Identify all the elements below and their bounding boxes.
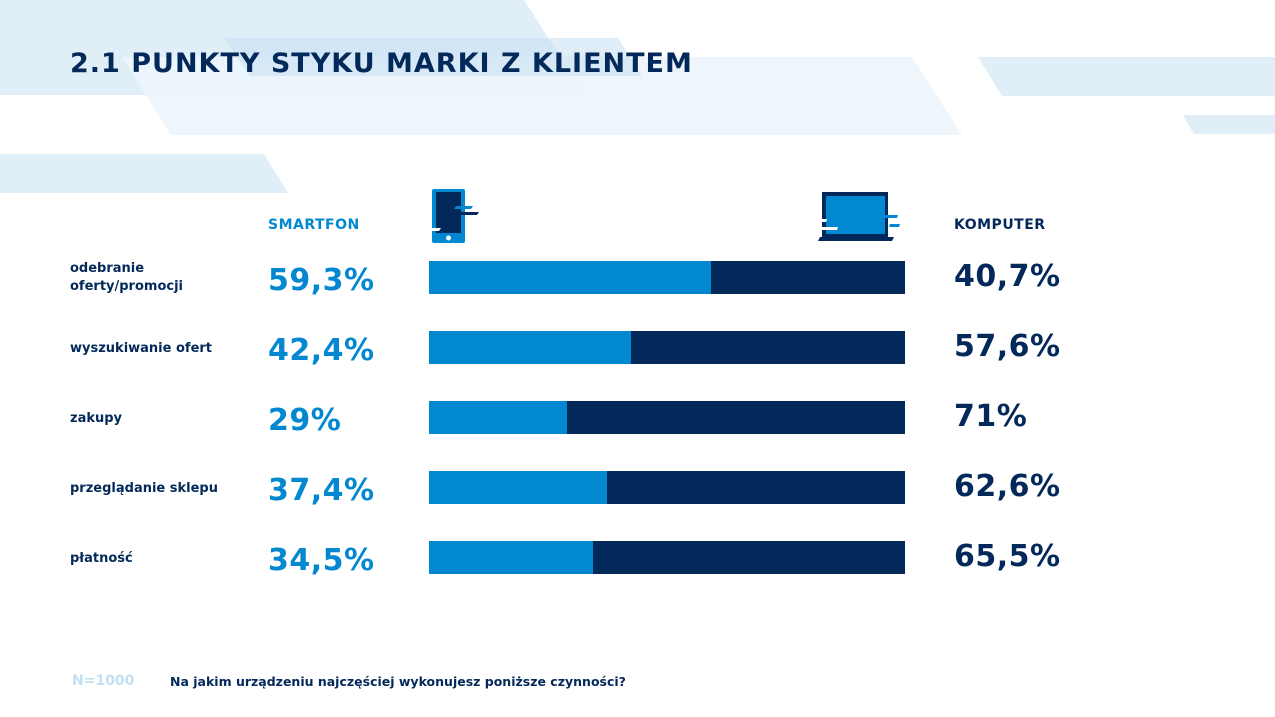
stacked-bar xyxy=(429,471,905,504)
smartphone-bar-segment xyxy=(429,331,631,364)
smartphone-value-label: 59,3% xyxy=(268,263,375,298)
category-label: zakupy xyxy=(70,411,123,426)
smartphone-header: SMARTFON xyxy=(268,217,360,233)
smartphone-bar-segment xyxy=(429,261,712,294)
computer-value-label: 57,6% xyxy=(954,329,1061,364)
computer-bar-segment xyxy=(607,471,905,504)
computer-value-label: 62,6% xyxy=(954,469,1061,504)
smartphone-icon xyxy=(430,189,479,243)
page-title: 2.1 PUNKTY STYKU MARKI Z KLIENTEM xyxy=(70,48,693,79)
sample-size: N=1000 xyxy=(72,673,135,689)
smartphone-bar-segment xyxy=(429,471,608,504)
category-label: odebranie oferty/promocji xyxy=(70,261,183,294)
category-label: przeglądanie sklepu xyxy=(70,481,218,496)
computer-bar-segment xyxy=(711,261,905,294)
stacked-bar xyxy=(429,401,905,434)
computer-value-label: 65,5% xyxy=(954,539,1061,574)
smartphone-value-label: 34,5% xyxy=(268,543,375,578)
smartphone-bar-segment xyxy=(429,401,568,434)
stacked-bar xyxy=(429,541,905,574)
computer-bar-segment xyxy=(567,401,905,434)
stacked-bar xyxy=(429,261,905,294)
computer-value-label: 40,7% xyxy=(954,259,1061,294)
smartphone-bar-segment xyxy=(429,541,594,574)
survey-question: Na jakim urządzeniu najczęściej wykonuje… xyxy=(170,674,626,689)
computer-value-label: 71% xyxy=(954,399,1028,434)
category-label: wyszukiwanie ofert xyxy=(70,341,213,356)
laptop-icon xyxy=(818,192,900,241)
computer-header: KOMPUTER xyxy=(954,217,1046,233)
computer-bar-segment xyxy=(630,331,905,364)
smartphone-value-label: 29% xyxy=(268,403,342,438)
smartphone-value-label: 37,4% xyxy=(268,473,375,508)
computer-bar-segment xyxy=(593,541,905,574)
stacked-bar xyxy=(429,331,905,364)
category-label: płatność xyxy=(70,551,133,566)
smartphone-value-label: 42,4% xyxy=(268,333,375,368)
